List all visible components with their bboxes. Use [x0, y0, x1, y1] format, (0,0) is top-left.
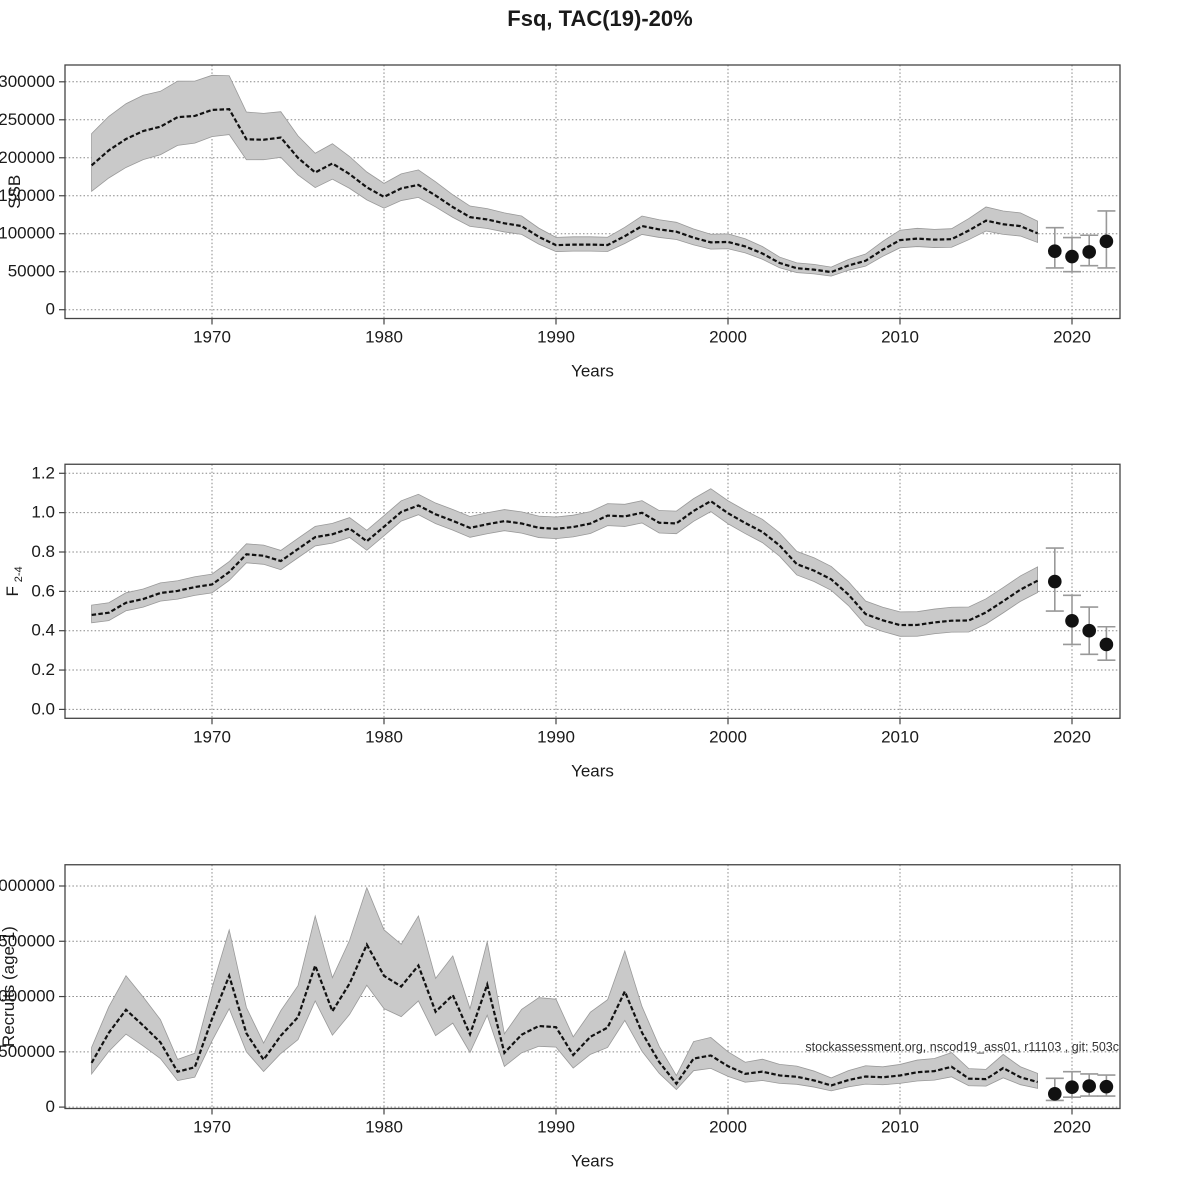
svg-text:1990: 1990	[537, 727, 575, 746]
svg-text:0.0: 0.0	[31, 699, 55, 718]
svg-text:0: 0	[46, 300, 55, 319]
svg-text:1970: 1970	[193, 1118, 231, 1137]
svg-text:F: F	[3, 586, 22, 596]
svg-text:2000000: 2000000	[0, 876, 55, 895]
svg-text:2000: 2000	[709, 328, 747, 347]
svg-text:1970: 1970	[193, 328, 231, 347]
svg-text:1.2: 1.2	[31, 463, 55, 482]
svg-text:2000: 2000	[709, 727, 747, 746]
svg-text:50000: 50000	[8, 262, 55, 281]
svg-text:2010: 2010	[881, 1118, 919, 1137]
svg-text:stockassessment.org, nscod19_a: stockassessment.org, nscod19_ass01, r111…	[805, 1040, 1119, 1054]
svg-text:1990: 1990	[537, 328, 575, 347]
svg-text:2010: 2010	[881, 727, 919, 746]
svg-text:100000: 100000	[0, 224, 55, 243]
svg-text:SSB: SSB	[5, 175, 24, 209]
svg-text:0.8: 0.8	[31, 542, 55, 561]
svg-text:2-4: 2-4	[13, 566, 25, 582]
svg-text:0.2: 0.2	[31, 660, 55, 679]
svg-text:0.6: 0.6	[31, 581, 55, 600]
svg-text:250000: 250000	[0, 110, 55, 129]
svg-text:2020: 2020	[1053, 727, 1091, 746]
svg-text:Years: Years	[571, 362, 614, 381]
svg-text:200000: 200000	[0, 148, 55, 167]
svg-text:1970: 1970	[193, 727, 231, 746]
svg-text:2010: 2010	[881, 328, 919, 347]
svg-text:Years: Years	[571, 761, 614, 780]
svg-text:300000: 300000	[0, 72, 55, 91]
svg-text:1980: 1980	[365, 1118, 403, 1137]
svg-text:0: 0	[46, 1097, 55, 1116]
svg-text:1980: 1980	[365, 727, 403, 746]
svg-text:2020: 2020	[1053, 328, 1091, 347]
svg-text:2000: 2000	[709, 1118, 747, 1137]
svg-text:1980: 1980	[365, 328, 403, 347]
svg-text:0.4: 0.4	[31, 621, 55, 640]
svg-text:Years: Years	[571, 1152, 614, 1171]
svg-text:1990: 1990	[537, 1118, 575, 1137]
svg-text:1.0: 1.0	[31, 503, 55, 522]
svg-text:2020: 2020	[1053, 1118, 1091, 1137]
svg-text:Recruits (age 1): Recruits (age 1)	[0, 926, 18, 1047]
